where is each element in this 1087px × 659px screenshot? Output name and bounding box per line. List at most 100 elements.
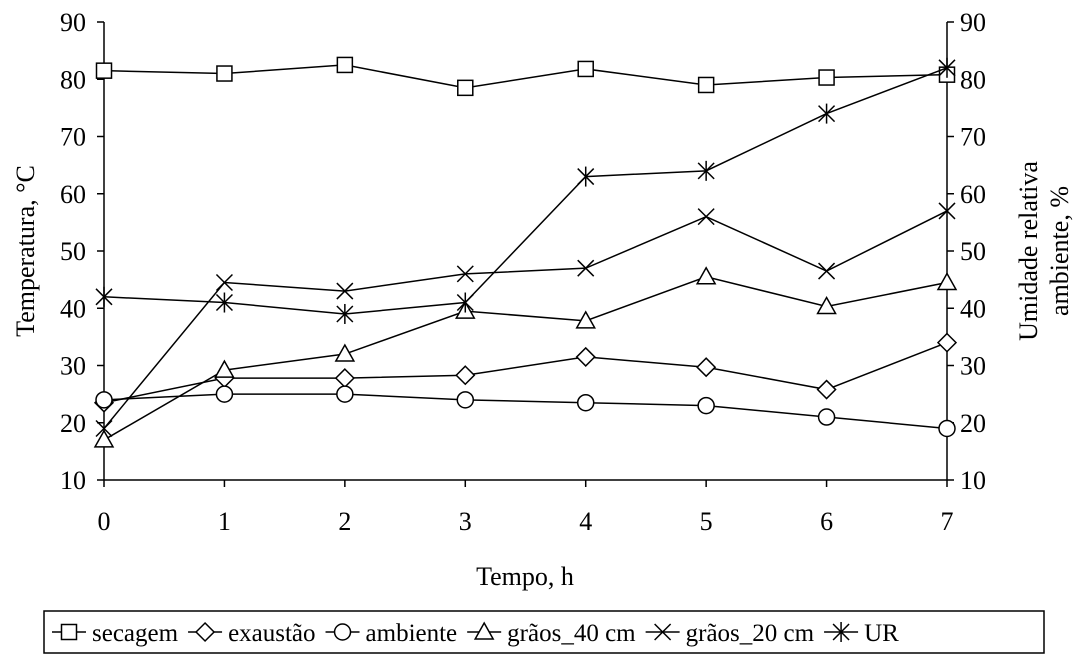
legend-marker — [195, 621, 216, 643]
data-point — [577, 60, 594, 78]
series-line — [103, 393, 948, 430]
data-point — [334, 368, 355, 389]
data-point — [95, 419, 113, 438]
x-tick-label: 4 — [579, 507, 592, 536]
y-tick-label: 90 — [60, 8, 86, 37]
x-tick-label: 7 — [941, 507, 954, 536]
x-tick-label: 5 — [700, 507, 713, 536]
series-line — [103, 341, 948, 404]
series-line — [103, 210, 948, 429]
y2-tick-label: 10 — [960, 466, 986, 495]
series-gr-os-20-cm — [95, 202, 956, 438]
data-point — [575, 310, 596, 329]
data-point — [936, 271, 958, 291]
y2-axis-title-line1: Umidade relativa — [1014, 161, 1043, 341]
data-point — [457, 79, 474, 97]
data-point — [697, 160, 715, 181]
x-axis-ticks: 0 1 2 3 4 5 6 7 — [98, 480, 954, 536]
data-point — [936, 332, 958, 353]
legend-marker — [60, 623, 78, 641]
y2-tick-label: 50 — [960, 237, 986, 266]
legend-item: grãos_20 cm — [645, 620, 815, 647]
legend: secagem exaustão ambiente grãos_40 cm grãos_… — [43, 610, 1045, 654]
legend-label: UR — [864, 620, 899, 647]
series-ur — [95, 57, 956, 324]
y2-tick-label: 90 — [960, 8, 986, 37]
legend-marker — [473, 621, 495, 640]
legend-marker — [333, 623, 352, 641]
legend-label: exaustão — [228, 620, 315, 647]
data-point — [695, 266, 717, 285]
data-point — [216, 65, 233, 82]
y-tick-label: 80 — [60, 65, 86, 94]
y2-axis-title-line2: ambiente, % — [1045, 186, 1074, 316]
x-tick-label: 3 — [459, 507, 472, 536]
legend-marker — [654, 623, 672, 641]
legend-item: ambiente — [325, 620, 458, 647]
right-axis-ticks: 10 20 30 40 50 60 70 80 90 — [947, 8, 986, 495]
x-axis-title: Tempo, h — [476, 562, 574, 591]
data-point — [818, 262, 836, 280]
y-tick-label: 10 — [60, 466, 86, 495]
data-point — [818, 69, 835, 86]
data-point — [697, 208, 715, 226]
legend-label: ambiente — [366, 620, 458, 647]
data-point — [336, 303, 354, 324]
data-point — [577, 166, 595, 187]
series-layer — [93, 56, 958, 448]
y-axis-title: Temperatura, °C — [11, 165, 40, 337]
data-point — [816, 296, 837, 315]
series-line — [103, 275, 948, 441]
data-point — [455, 365, 476, 386]
data-point — [817, 408, 836, 426]
data-point — [95, 391, 113, 409]
x-tick-label: 0 — [98, 507, 111, 536]
legend-label: secagem — [92, 620, 179, 647]
data-point — [336, 56, 354, 74]
data-point — [215, 292, 233, 313]
y2-tick-label: 40 — [960, 294, 986, 323]
data-point — [697, 396, 715, 415]
x-tick-label: 1 — [218, 507, 231, 536]
data-point — [456, 265, 474, 283]
y-tick-label: 70 — [60, 123, 86, 152]
data-point — [697, 76, 715, 94]
legend-marker — [832, 622, 850, 642]
series-ambiente — [95, 385, 956, 438]
data-point — [696, 357, 717, 378]
data-point — [215, 385, 234, 403]
data-point — [816, 379, 837, 400]
data-point — [818, 103, 836, 124]
data-point — [456, 391, 475, 409]
data-point — [938, 202, 956, 220]
legend-item: UR — [824, 620, 899, 647]
y2-tick-label: 60 — [960, 180, 986, 209]
y-tick-label: 20 — [60, 409, 86, 438]
left-axis-ticks: 10 20 30 40 50 60 70 80 90 — [60, 8, 104, 495]
y-tick-label: 30 — [60, 352, 86, 381]
series-line — [103, 64, 948, 89]
legend-label: grãos_20 cm — [686, 620, 815, 647]
data-point — [214, 359, 235, 378]
data-point — [334, 343, 356, 362]
data-point — [938, 419, 956, 438]
data-point — [93, 429, 115, 448]
series-line — [103, 67, 948, 315]
legend-box — [43, 610, 1045, 654]
data-point — [215, 273, 233, 292]
series-gr-os-40-cm — [93, 266, 958, 448]
legend-item: exaustão — [188, 620, 316, 647]
data-point — [336, 282, 354, 300]
data-point — [938, 57, 956, 78]
x-tick-label: 2 — [338, 507, 351, 536]
data-point — [95, 286, 113, 307]
series-secagem — [95, 56, 956, 97]
y-tick-label: 50 — [60, 237, 86, 266]
y2-tick-label: 30 — [960, 352, 986, 381]
y2-tick-label: 80 — [960, 65, 986, 94]
y-tick-label: 60 — [60, 180, 86, 209]
data-point — [576, 393, 595, 412]
data-point — [456, 292, 474, 313]
legend-label: grãos_40 cm — [507, 620, 636, 647]
